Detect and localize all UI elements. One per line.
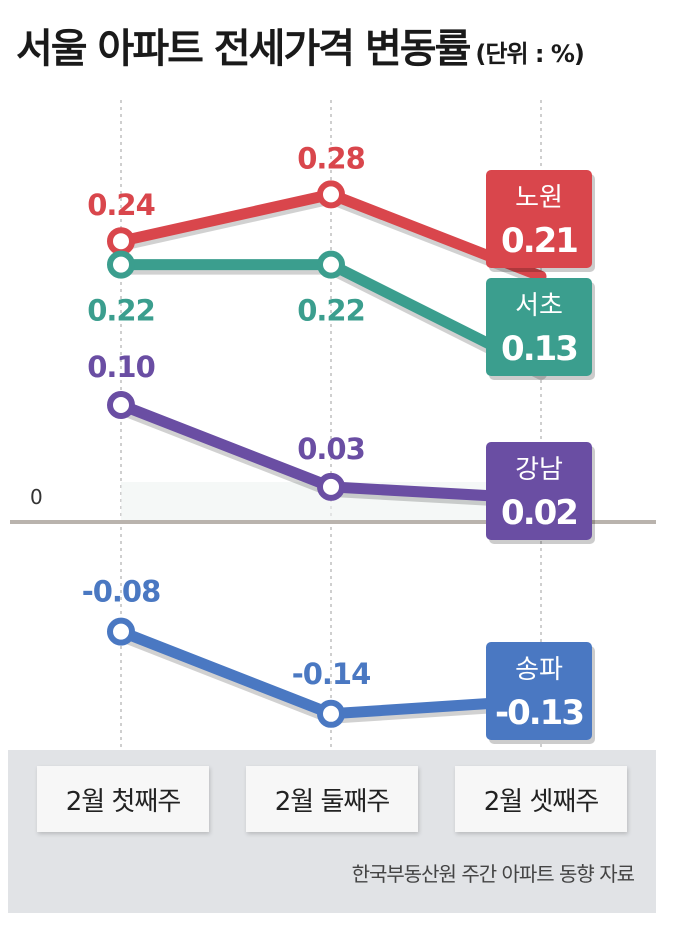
end-box-1 — [486, 170, 592, 268]
end-label-2: 서초 0.13 — [486, 278, 595, 380]
x-tick-label-2: 2월 둘째주 — [246, 766, 418, 832]
end-label-3: 강남 0.02 — [486, 442, 595, 544]
end-box-2 — [486, 278, 592, 376]
end-box-3 — [486, 442, 592, 540]
end-label-4: 송파 -0.13 — [486, 642, 595, 744]
title-text: 서울 아파트 전세가격 변동률 — [16, 26, 471, 72]
data-label-2-2: 0.22 — [297, 294, 365, 328]
end-label-1: 노원 0.21 — [486, 170, 595, 272]
data-point-2-1 — [107, 250, 135, 279]
data-label-1-2: 0.28 — [297, 141, 365, 175]
series-name-4: 송파 — [515, 655, 563, 685]
series-end-value-1: 0.21 — [501, 221, 577, 261]
data-label-1-1: 0.24 — [87, 188, 155, 222]
data-point-4-1 — [107, 617, 135, 646]
data-label-4-1: -0.08 — [82, 575, 161, 609]
series-name-2: 서초 — [515, 291, 563, 321]
data-labels: 0.24 0.28 0.22 0.22 0.10 0.03 -0.08 -0.14 — [82, 141, 372, 691]
series-points — [107, 180, 345, 728]
data-point-1-1 — [107, 227, 135, 256]
data-point-3-1 — [107, 391, 135, 419]
x-tick-label-1: 2월 첫째주 — [37, 766, 209, 832]
series-end-value-4: -0.13 — [495, 693, 583, 733]
chart-title: 서울 아파트 전세가격 변동률 (단위 : %) — [16, 16, 585, 74]
data-label-3-1: 0.10 — [87, 350, 155, 384]
data-label-2-1: 0.22 — [87, 294, 155, 328]
data-point-3-2 — [317, 472, 345, 501]
unit-label: (단위 : %) — [475, 40, 584, 68]
data-label-3-2: 0.03 — [297, 432, 365, 466]
x-tick-label-3: 2월 셋째주 — [455, 766, 627, 832]
data-point-1-2 — [317, 180, 345, 209]
series-name-3: 강남 — [515, 455, 563, 485]
source-note: 한국부동산원 주간 아파트 동향 자료 — [351, 862, 635, 886]
data-point-4-2 — [317, 699, 345, 728]
data-point-2-2 — [317, 250, 345, 279]
series-end-value-3: 0.02 — [501, 493, 577, 533]
series-name-1: 노원 — [515, 183, 563, 213]
zero-tick-label: 0 — [30, 485, 43, 509]
series-end-value-2: 0.13 — [501, 329, 577, 369]
data-label-4-2: -0.14 — [292, 657, 371, 691]
end-box-4 — [486, 642, 592, 740]
series-end-labels: 노원 0.21 서초 0.13 강남 0.02 송파 -0.13 — [486, 170, 595, 744]
